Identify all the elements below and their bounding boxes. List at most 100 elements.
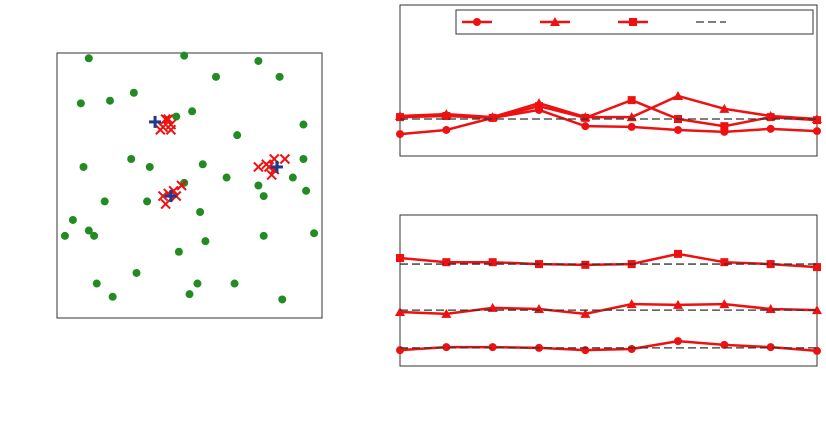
marker-square	[535, 102, 543, 111]
marker-circle	[100, 197, 109, 206]
marker-shape	[106, 96, 114, 105]
marker-square	[629, 18, 637, 26]
marker-plus	[270, 160, 283, 173]
marker-shape	[813, 263, 821, 272]
marker-circle	[254, 181, 263, 190]
marker-circle	[60, 231, 69, 240]
marker-shape	[581, 260, 590, 269]
marker-shape	[196, 208, 205, 216]
marker-circle	[299, 155, 308, 163]
marker-shape	[299, 120, 308, 129]
marker-shape	[812, 305, 822, 315]
marker-circle	[188, 107, 197, 116]
series-line	[399, 252, 818, 269]
marker-shape	[535, 102, 543, 111]
marker-shape	[626, 299, 637, 309]
marker-shape	[259, 231, 268, 240]
marker-circle	[278, 295, 287, 304]
marker-triangle	[812, 305, 822, 315]
marker-triangle	[673, 90, 683, 100]
marker-circle	[185, 290, 194, 299]
marker-shape	[222, 173, 231, 182]
marker-shape	[581, 122, 590, 131]
marker-x	[266, 169, 277, 181]
marker-square	[720, 258, 729, 267]
marker-triangle	[626, 299, 637, 309]
marker-shape	[580, 308, 591, 318]
marker-shape	[302, 186, 311, 195]
marker-triangle	[395, 307, 405, 317]
marker-circle	[627, 122, 636, 131]
marker-circle	[299, 120, 308, 129]
marker-square	[813, 263, 821, 272]
marker-stroke	[160, 114, 171, 125]
marker-circle	[674, 125, 682, 134]
marker-shape	[68, 215, 77, 224]
marker-triangle	[550, 17, 560, 26]
marker-shape	[442, 111, 451, 120]
marker-triangle	[673, 299, 683, 309]
marker-square	[627, 96, 636, 105]
marker-square	[674, 249, 682, 258]
marker-shape	[720, 258, 729, 267]
marker-x	[165, 124, 177, 136]
marker-shape	[212, 72, 220, 81]
marker-shape	[132, 268, 141, 277]
marker-shape	[627, 345, 636, 354]
marker-stroke	[160, 198, 171, 210]
marker-square	[488, 113, 497, 122]
bottom-frame	[399, 214, 818, 367]
marker-shape	[201, 237, 210, 246]
marker-shape	[674, 249, 682, 258]
marker-shape	[396, 130, 404, 139]
marker-circle	[172, 112, 181, 121]
marker-circle	[68, 215, 77, 224]
marker-shape	[174, 247, 183, 256]
marker-shape	[627, 96, 636, 105]
marker-plus	[149, 115, 162, 128]
marker-circle	[145, 162, 154, 171]
marker-circle	[254, 56, 263, 65]
series-line	[399, 98, 818, 128]
marker-x	[157, 190, 169, 202]
marker-shape	[488, 343, 497, 352]
marker-stroke	[253, 161, 264, 173]
marker-shape	[259, 192, 268, 201]
marker-shape	[100, 197, 109, 206]
marker-x	[263, 161, 275, 173]
marker-x	[163, 114, 174, 125]
marker-square	[766, 260, 775, 269]
marker-shape	[581, 113, 590, 122]
marker-circle	[193, 279, 202, 288]
marker-shape	[395, 307, 405, 317]
marker-circle	[627, 345, 636, 354]
marker-shape	[275, 72, 284, 81]
marker-shape	[188, 107, 197, 116]
marker-shape	[627, 122, 636, 131]
marker-shape	[254, 56, 263, 65]
marker-square	[766, 113, 775, 122]
marker-shape	[673, 90, 683, 100]
marker-square	[396, 254, 404, 263]
marker-shape	[673, 299, 683, 309]
marker-circle	[76, 99, 85, 108]
marker-circle	[813, 346, 821, 355]
marker-circle	[813, 127, 821, 136]
marker-circle	[222, 173, 231, 182]
marker-circle	[132, 268, 141, 277]
series-line	[399, 94, 818, 121]
marker-shape	[180, 51, 189, 60]
marker-shape	[254, 181, 263, 190]
marker-shape	[60, 231, 69, 240]
marker-shape	[396, 113, 404, 122]
marker-shape	[79, 162, 88, 171]
marker-shape	[145, 162, 154, 171]
marker-square	[396, 113, 404, 122]
marker-shape	[299, 155, 308, 163]
marker-shape	[442, 343, 451, 352]
marker-shape	[720, 122, 729, 131]
marker-shape	[172, 112, 181, 121]
marker-x	[160, 198, 171, 210]
